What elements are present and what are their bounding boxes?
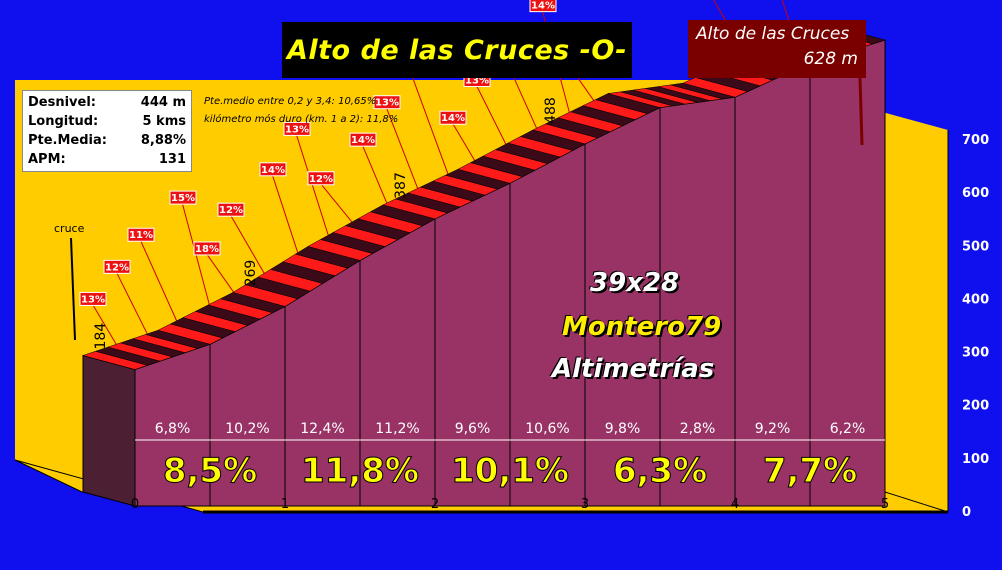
stats-value: 131 — [158, 152, 186, 167]
y-tick-label: 200 — [962, 399, 989, 414]
y-tick-label: 300 — [962, 346, 989, 361]
x-tick-label: 5 — [881, 497, 889, 512]
segment-gradient-label: 6,8% — [155, 421, 191, 437]
detail-gradient-label: 14% — [441, 113, 465, 124]
detail-gradient-box — [349, 132, 377, 147]
detail-gradient-box — [103, 259, 131, 274]
x-tick-label: 2 — [431, 497, 439, 512]
detail-gradient-label: 14% — [351, 135, 375, 146]
detail-gradient-label: 11% — [129, 230, 153, 241]
segment-gradient-label: 9,2% — [755, 421, 791, 437]
summit-altitude: 628 m — [803, 49, 858, 69]
segment-gradient-label: 2,8% — [680, 421, 716, 437]
segment-gradient-label: 10,2% — [225, 421, 269, 437]
detail-gradient-box — [373, 95, 401, 110]
stats-row: Pte.Media: 8,88% — [28, 131, 186, 150]
detail-gradient-box — [169, 190, 197, 205]
segment-gradient-label: 10,6% — [525, 421, 569, 437]
stats-row: APM: 131 — [28, 150, 186, 169]
profile-side-face — [82, 354, 136, 507]
watermark-gear: 39x28 — [590, 268, 680, 298]
profile-segment — [584, 106, 661, 507]
chart-title-box: Alto de las Cruces -O- — [282, 22, 632, 78]
stats-value: 444 m — [140, 95, 186, 110]
stats-row: Desnivel: 444 m — [28, 93, 186, 112]
profile-segment — [659, 96, 736, 507]
y-tick-label: 100 — [962, 452, 989, 467]
segment-gradient-label: 6,2% — [830, 421, 866, 437]
segment-gradient-label: 9,6% — [455, 421, 491, 437]
altitude-label: 387 — [393, 172, 409, 199]
detail-gradient-label: 15% — [171, 193, 195, 204]
altitude-label: 269 — [243, 260, 259, 287]
y-tick-label: 600 — [962, 186, 989, 201]
segment-gradient-label: 9,8% — [605, 421, 641, 437]
x-tick-label: 1 — [281, 497, 289, 512]
y-tick-label: 700 — [962, 133, 989, 148]
altitude-label: 184 — [93, 323, 109, 350]
stats-label: Pte.Media: — [28, 133, 107, 148]
y-tick-label: 500 — [962, 239, 989, 254]
y-tick-label: 400 — [962, 292, 989, 307]
detail-gradient-label: 14% — [531, 1, 555, 12]
x-tick-label: 4 — [731, 497, 739, 512]
km-gradient-label: 7,7% — [763, 451, 857, 491]
start-marker-line — [70, 237, 76, 341]
watermark-author: Montero79 — [562, 312, 722, 342]
y-tick-label: 0 — [962, 505, 971, 520]
segment-gradient-label: 12,4% — [300, 421, 344, 437]
detail-gradient-box — [193, 241, 221, 256]
detail-gradient-label: 12% — [219, 205, 243, 216]
summit-box: Alto de las Cruces 628 m — [688, 20, 866, 78]
x-tick-label: 3 — [581, 497, 589, 512]
detail-gradient-box — [283, 121, 311, 136]
watermark-site: Altimetrías — [552, 354, 715, 384]
x-tick-label: 0 — [131, 497, 139, 512]
altitude-label: 488 — [543, 97, 559, 124]
detail-gradient-label: 14% — [261, 165, 285, 176]
stats-row: Longitud: 5 kms — [28, 112, 186, 131]
detail-gradient-label: 18% — [195, 244, 219, 255]
detail-gradient-box — [79, 291, 107, 306]
start-label: cruce — [54, 222, 85, 235]
detail-gradient-box — [217, 202, 245, 217]
stats-value: 5 kms — [142, 114, 186, 129]
detail-gradient-box — [259, 162, 287, 177]
stats-value: 8,88% — [140, 133, 186, 148]
detail-gradient-box — [127, 227, 155, 242]
detail-gradient-label: 12% — [309, 174, 333, 185]
detail-gradient-leader — [295, 133, 335, 254]
detail-gradient-label: 12% — [105, 262, 129, 273]
stats-label: APM: — [28, 152, 66, 167]
detail-gradient-box — [529, 0, 557, 13]
detail-gradient-leader — [181, 201, 215, 323]
detail-gradient-label: 13% — [285, 124, 309, 135]
detail-gradient-box — [307, 171, 335, 186]
km-gradient-label: 6,3% — [613, 451, 707, 491]
detail-gradient-label: 13% — [81, 294, 105, 305]
detail-gradient-leader — [409, 70, 455, 191]
summit-pole — [858, 77, 864, 146]
stats-label: Longitud: — [28, 114, 99, 129]
stats-label: Desnivel: — [28, 95, 97, 110]
chart-title: Alto de las Cruces -O- — [287, 34, 627, 66]
note-hardest-km: kilómetro mós duro (km. 1 a 2): 11,8% — [204, 114, 399, 125]
detail-gradient-label: 13% — [375, 98, 399, 109]
detail-gradient-label: 13% — [465, 75, 489, 86]
segment-gradient-label: 11,2% — [375, 421, 419, 437]
detail-gradient-box — [439, 110, 467, 125]
note-average-gradient: Pte.medio entre 0,2 y 3,4: 10,65% — [204, 96, 377, 107]
summit-name: Alto de las Cruces — [696, 24, 850, 44]
km-gradient-label: 10,1% — [451, 451, 569, 491]
km-gradient-label: 8,5% — [163, 451, 257, 491]
km-gradient-label: 11,8% — [301, 451, 419, 491]
stats-box: Desnivel: 444 m Longitud: 5 kms Pte.Media:… — [22, 90, 192, 172]
